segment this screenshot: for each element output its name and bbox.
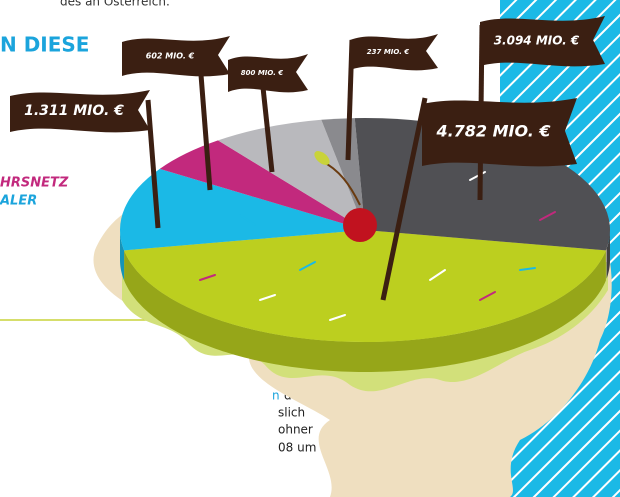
flag-label: 4.782 MIO. € bbox=[435, 122, 550, 141]
flag-pole bbox=[145, 99, 161, 229]
sprinkles bbox=[199, 171, 556, 321]
body-text: 08 um bbox=[278, 441, 316, 455]
flag-pole bbox=[259, 77, 275, 173]
flag-label: 602 MIO. € bbox=[146, 52, 195, 61]
body-text: slich bbox=[278, 406, 305, 420]
subheading: ALER bbox=[0, 194, 37, 209]
flag-label: 3.094 MIO. € bbox=[494, 34, 580, 48]
body-text: ohner bbox=[278, 423, 313, 437]
flag-pole bbox=[380, 97, 428, 301]
cake bbox=[120, 118, 610, 372]
flag-label: 1.311 MIO. € bbox=[24, 103, 124, 119]
cherry-leaf bbox=[314, 151, 330, 165]
top-line: des an Österreich. bbox=[60, 0, 170, 9]
flags: 1.311 MIO. € 602 MIO. € 800 MIO. € 237 MIO.… bbox=[10, 16, 605, 301]
pie-slice bbox=[321, 118, 365, 230]
pie-slice bbox=[124, 230, 606, 342]
heading: N DIESE bbox=[0, 33, 89, 57]
flag bbox=[350, 34, 438, 71]
cherry bbox=[343, 208, 377, 242]
body-text: n bbox=[272, 389, 280, 403]
cake-side bbox=[606, 231, 610, 279]
flag-label: 800 MIO. € bbox=[241, 69, 284, 77]
cake-side bbox=[124, 250, 606, 372]
flag-pole bbox=[197, 61, 213, 191]
pie-slice bbox=[120, 168, 365, 251]
flag bbox=[480, 16, 605, 67]
cake-side bbox=[120, 230, 125, 281]
pie-slice bbox=[159, 140, 365, 230]
pie-slice bbox=[217, 119, 365, 230]
flag bbox=[122, 36, 230, 77]
flag bbox=[10, 90, 150, 133]
flag bbox=[422, 98, 577, 167]
flag bbox=[228, 54, 308, 93]
subheading: HRSNETZ bbox=[0, 176, 69, 191]
flag-label: 237 MIO. € bbox=[367, 48, 410, 56]
